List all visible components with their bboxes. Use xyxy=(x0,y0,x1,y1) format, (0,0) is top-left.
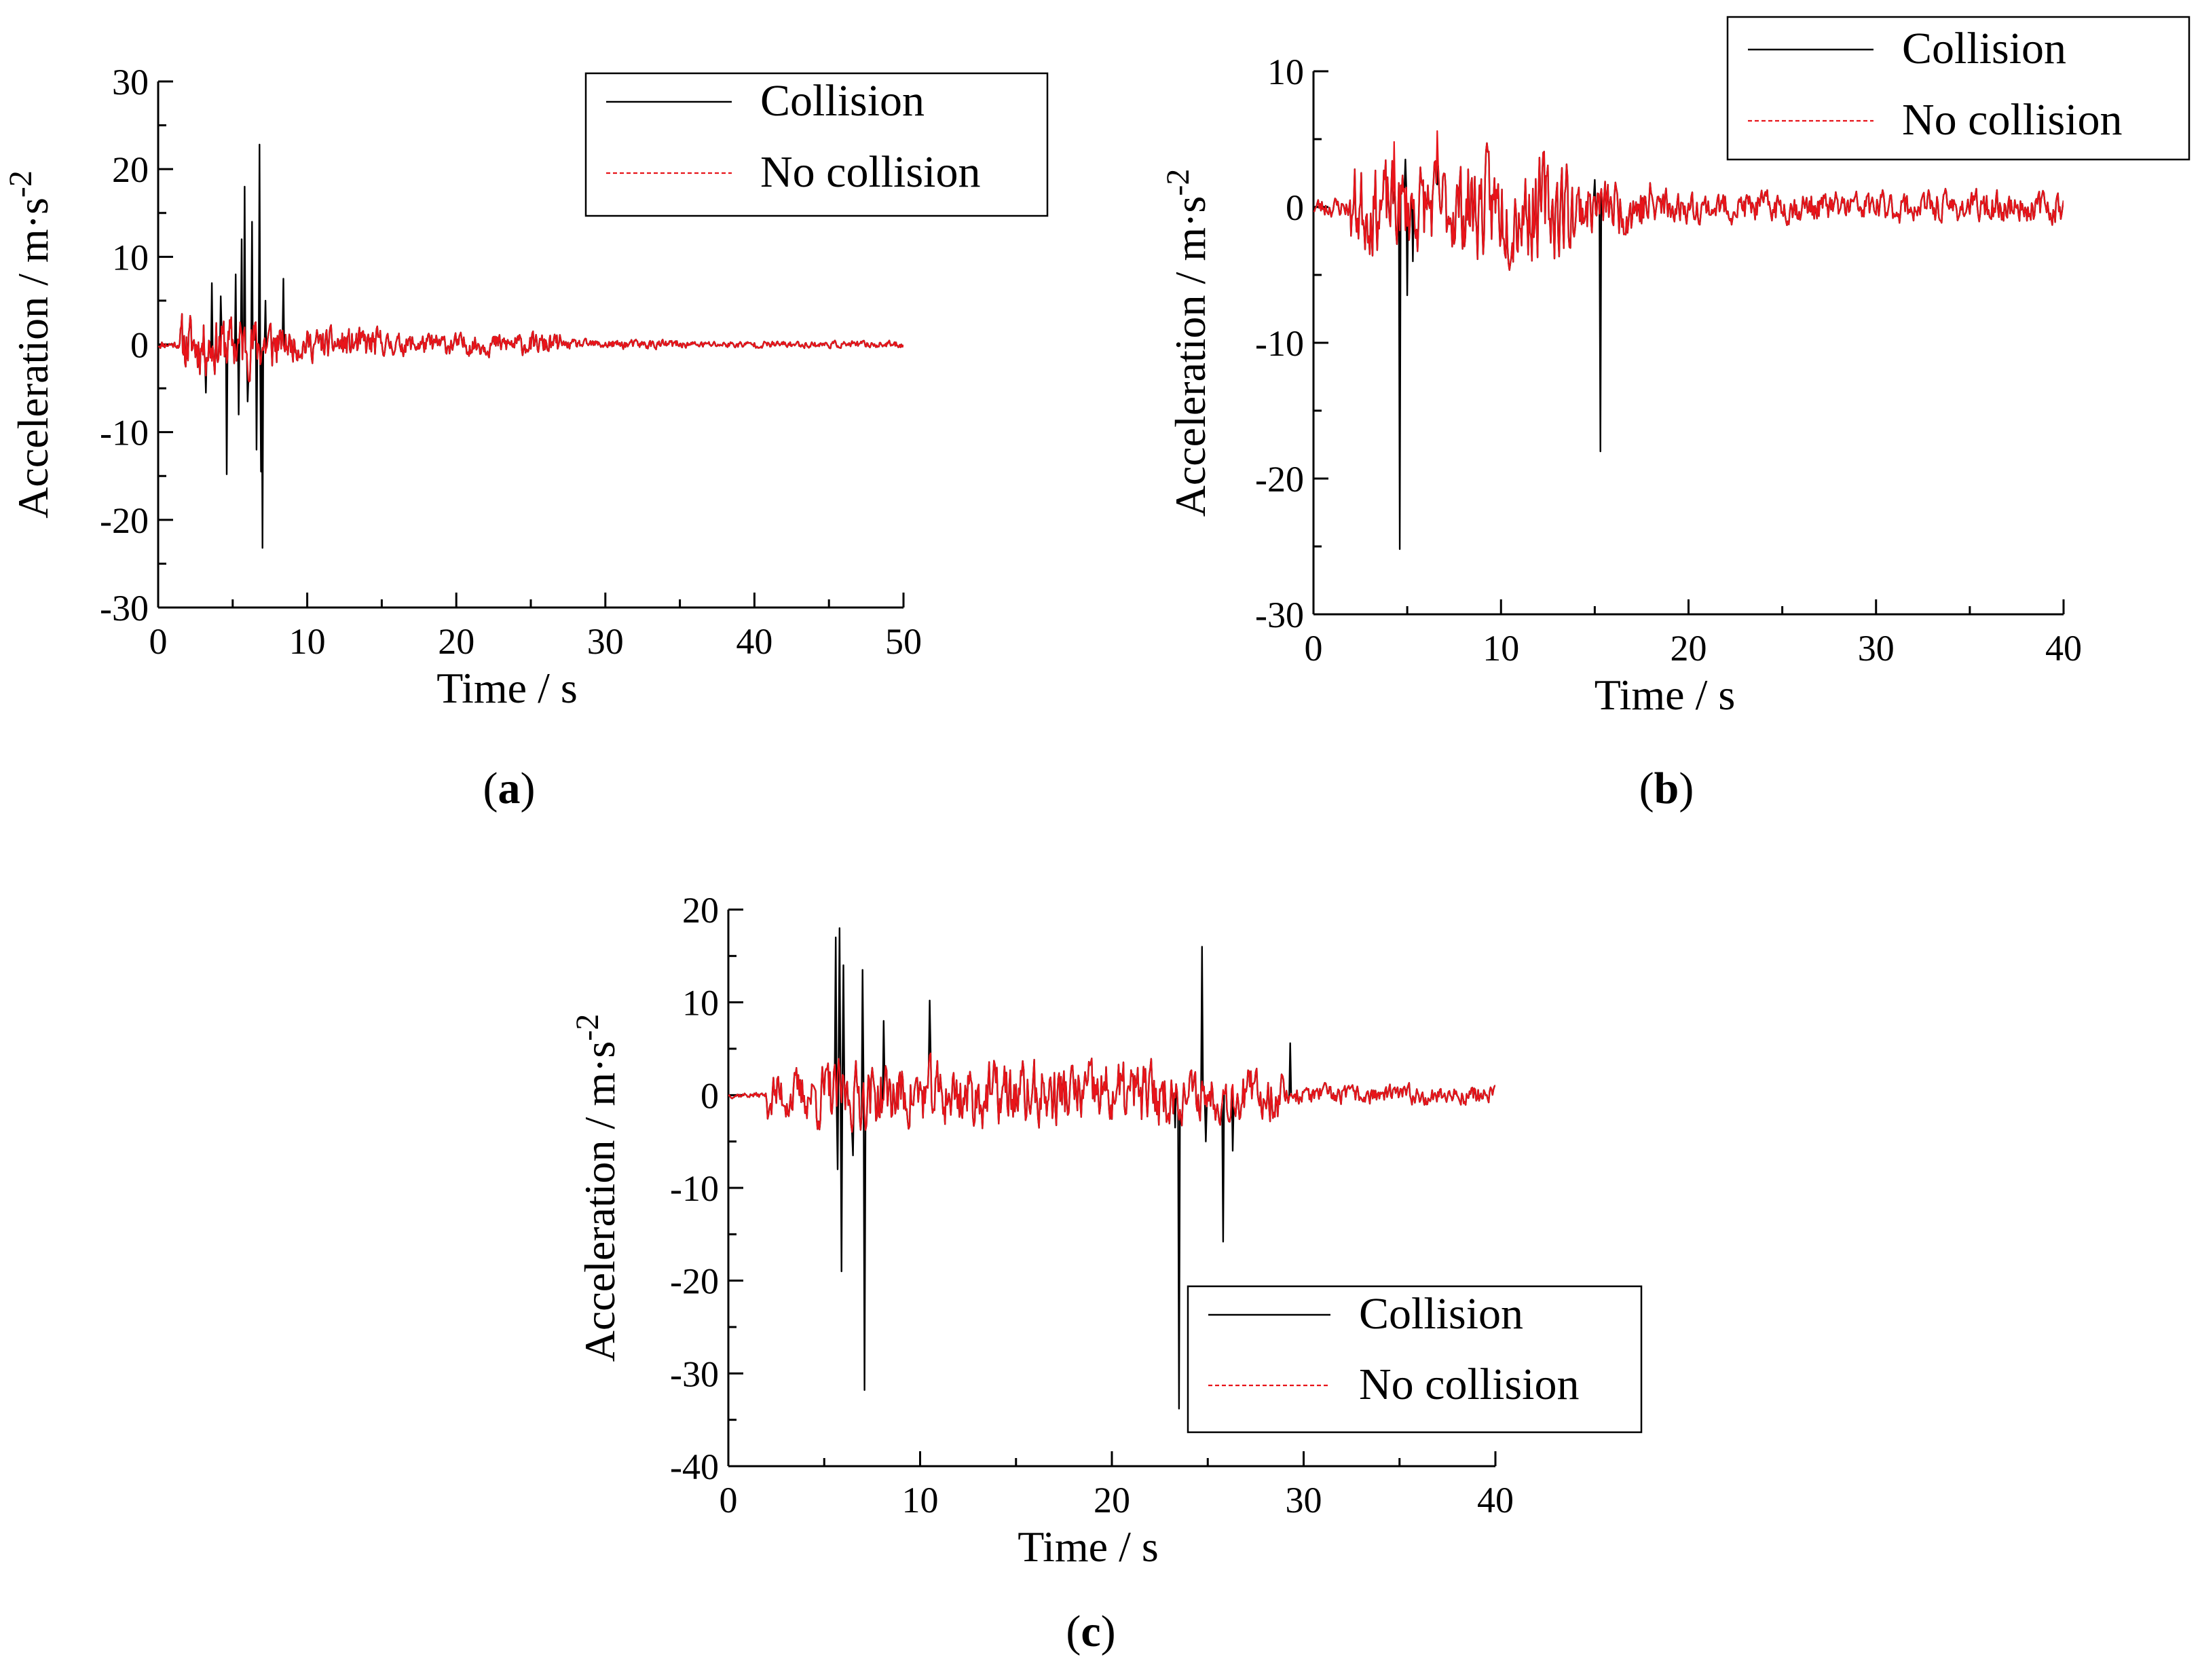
x-tick-label: 30 xyxy=(1858,628,1895,669)
x-tick-label: 20 xyxy=(438,621,474,662)
x-tick-label: 10 xyxy=(289,621,326,662)
y-tick-label: -20 xyxy=(1255,459,1304,500)
y-axis-title-text: Acceleration / m·s xyxy=(1166,196,1214,517)
legend: Collision No collision xyxy=(1726,16,2190,161)
x-tick-label: 20 xyxy=(1094,1480,1130,1520)
x-tick-label: 40 xyxy=(2045,628,2082,669)
panel-label: (a) xyxy=(483,764,536,813)
legend-box xyxy=(584,72,1049,217)
panel-label-letter: b xyxy=(1654,764,1679,813)
y-tick-label: 20 xyxy=(682,890,719,931)
y-axis-title-exponent: -2 xyxy=(3,170,39,198)
legend-label-collision: Collision xyxy=(1359,1289,1523,1339)
x-tick-label: 50 xyxy=(885,621,922,662)
y-tick-label: -20 xyxy=(670,1261,719,1302)
y-tick-label: 0 xyxy=(1286,187,1304,228)
x-tick-label: 30 xyxy=(1286,1480,1322,1520)
x-axis-title: Time / s xyxy=(1595,671,1736,719)
y-tick-label: 0 xyxy=(701,1075,719,1116)
y-axis-title-text: Acceleration / m·s xyxy=(9,198,57,519)
panel-label: (c) xyxy=(1066,1607,1115,1656)
legend-label-collision: Collision xyxy=(760,76,925,126)
y-tick-label: 0 xyxy=(130,325,149,366)
legend-label-collision: Collision xyxy=(1902,24,2066,73)
y-axis-title-exponent: -2 xyxy=(1160,169,1196,196)
plot-area xyxy=(1313,130,2064,550)
y-tick-label: -10 xyxy=(670,1168,719,1209)
y-tick-label: -30 xyxy=(670,1354,719,1394)
plot-area xyxy=(728,927,1495,1410)
y-tick-label: -30 xyxy=(1255,595,1304,635)
y-tick-label: -10 xyxy=(1255,323,1304,364)
x-tick-label: 20 xyxy=(1671,628,1707,669)
x-tick-label: 10 xyxy=(1483,628,1519,669)
y-axis-title: Acceleration / m·s-2 xyxy=(570,1014,624,1362)
y-tick-label: -40 xyxy=(670,1446,719,1487)
x-tick-label: 30 xyxy=(587,621,624,662)
panel-label-letter: a xyxy=(498,764,521,813)
x-tick-label: 0 xyxy=(1305,628,1323,669)
y-tick-label: 20 xyxy=(112,149,149,190)
panel-label-close-paren: ) xyxy=(1101,1607,1116,1656)
panel-label-open-paren: ( xyxy=(483,764,498,813)
legend-label-no-collision: No collision xyxy=(760,147,981,197)
x-tick-label: 40 xyxy=(1477,1480,1514,1520)
panel-label-letter: c xyxy=(1081,1607,1100,1656)
x-tick-label: 40 xyxy=(736,621,772,662)
x-axis-title: Time / s xyxy=(1018,1523,1159,1571)
x-tick-label: 0 xyxy=(720,1480,738,1520)
y-tick-label: -30 xyxy=(100,588,149,629)
y-tick-label: 10 xyxy=(112,237,149,278)
x-tick-label: 0 xyxy=(149,621,168,662)
y-axis-title-text: Acceleration / m·s xyxy=(576,1041,624,1362)
legend-label-no-collision: No collision xyxy=(1902,95,2123,145)
legend: Collision No collision xyxy=(584,72,1049,217)
legend: Collision No collision xyxy=(1187,1285,1643,1434)
series-line-no-collision xyxy=(728,1052,1495,1133)
legend-box xyxy=(1726,16,2190,161)
y-tick-label: 30 xyxy=(112,62,149,102)
series-line-no-collision xyxy=(1313,130,2064,271)
plot-area xyxy=(158,143,903,549)
y-tick-label: 10 xyxy=(1267,52,1304,92)
panel-label-open-paren: ( xyxy=(1639,764,1654,813)
y-axis-title-exponent: -2 xyxy=(570,1014,605,1041)
series-line-no-collision xyxy=(158,313,903,383)
y-tick-label: -10 xyxy=(100,413,149,453)
panel-b: 0 10 20 30 40 -30 -20 -10 0 10 Time / s Acceleratio… xyxy=(1160,16,2190,813)
x-axis-title: Time / s xyxy=(436,664,578,712)
legend-box xyxy=(1187,1285,1643,1434)
x-tick-label: 10 xyxy=(902,1480,939,1520)
y-tick-label: 10 xyxy=(682,983,719,1024)
y-axis-title: Acceleration / m·s-2 xyxy=(3,170,57,519)
y-axis-title: Acceleration / m·s-2 xyxy=(1160,169,1214,517)
panel-label-close-paren: ) xyxy=(1679,764,1694,813)
panel-label: (b) xyxy=(1639,764,1694,813)
panel-label-close-paren: ) xyxy=(521,764,536,813)
legend-label-no-collision: No collision xyxy=(1359,1360,1580,1409)
panel-label-open-paren: ( xyxy=(1066,1607,1081,1656)
y-tick-label: -20 xyxy=(100,500,149,541)
